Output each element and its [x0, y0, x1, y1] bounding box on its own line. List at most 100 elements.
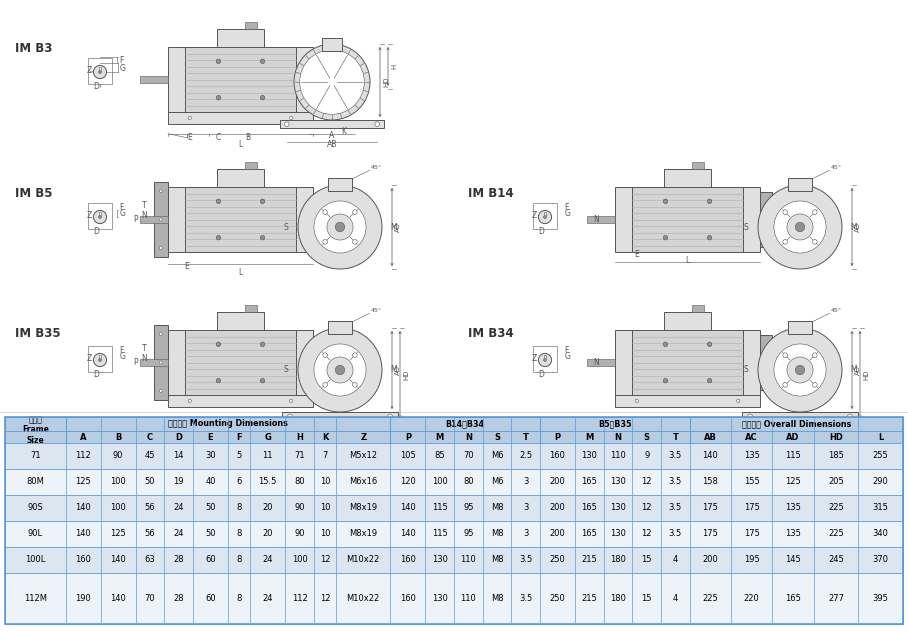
Bar — [690, 417, 903, 443]
Text: 200: 200 — [549, 530, 566, 538]
Text: 2.5: 2.5 — [519, 451, 532, 461]
Circle shape — [99, 216, 102, 219]
Bar — [245, 305, 257, 312]
Text: AD: AD — [786, 432, 800, 442]
Circle shape — [707, 379, 712, 383]
Text: AB: AB — [704, 432, 716, 442]
Text: HD: HD — [863, 369, 869, 380]
Circle shape — [352, 353, 357, 358]
Bar — [217, 312, 263, 330]
Text: 140: 140 — [75, 530, 91, 538]
Bar — [587, 216, 615, 222]
Bar — [743, 187, 760, 252]
Bar — [5, 573, 903, 624]
Circle shape — [663, 342, 667, 346]
Text: D: D — [538, 227, 544, 236]
Text: 370: 370 — [873, 556, 889, 564]
Circle shape — [290, 116, 293, 119]
Text: M8: M8 — [490, 530, 503, 538]
Text: M: M — [850, 365, 856, 375]
Text: 15: 15 — [641, 556, 652, 564]
Text: L: L — [239, 140, 242, 149]
Text: N: N — [142, 211, 147, 220]
Text: IM B35: IM B35 — [15, 327, 61, 340]
Text: 24: 24 — [173, 530, 183, 538]
Text: G: G — [564, 209, 570, 218]
Text: 3.5: 3.5 — [519, 556, 532, 564]
Text: HD: HD — [403, 369, 409, 380]
Text: 45°: 45° — [370, 308, 381, 313]
Bar — [168, 395, 313, 407]
Text: 165: 165 — [785, 594, 801, 603]
Text: L: L — [239, 423, 242, 432]
Text: 80: 80 — [294, 478, 305, 487]
Bar — [65, 417, 390, 443]
Bar — [296, 330, 313, 395]
Text: 110: 110 — [460, 556, 476, 564]
Circle shape — [335, 365, 345, 375]
Circle shape — [261, 59, 265, 64]
Text: 215: 215 — [581, 556, 597, 564]
Text: 100: 100 — [291, 556, 308, 564]
Circle shape — [375, 122, 380, 126]
Text: 50: 50 — [205, 530, 215, 538]
Text: M: M — [850, 222, 856, 231]
Bar — [90, 343, 110, 377]
Bar — [168, 47, 185, 112]
Text: D: D — [538, 370, 544, 379]
Circle shape — [813, 210, 817, 214]
Text: K: K — [340, 128, 346, 137]
Bar — [760, 335, 772, 390]
Bar — [615, 395, 760, 407]
Text: AB: AB — [327, 140, 337, 149]
Text: F: F — [119, 203, 123, 212]
Text: N: N — [465, 432, 472, 442]
Circle shape — [327, 357, 353, 383]
Bar — [544, 355, 547, 358]
Text: 140: 140 — [110, 594, 126, 603]
Bar — [185, 47, 296, 112]
Text: AC: AC — [745, 432, 758, 442]
Bar — [665, 312, 711, 330]
Text: M8: M8 — [490, 504, 503, 513]
Bar — [88, 346, 112, 372]
Text: 80M: 80M — [26, 478, 44, 487]
Text: N: N — [142, 354, 147, 363]
Text: 10: 10 — [320, 504, 331, 513]
Text: 140: 140 — [110, 556, 126, 564]
Text: 19: 19 — [173, 478, 183, 487]
Text: 12: 12 — [320, 594, 331, 603]
Text: 250: 250 — [549, 594, 566, 603]
Bar — [168, 187, 185, 252]
Text: 130: 130 — [431, 556, 448, 564]
Text: 315: 315 — [873, 504, 889, 513]
Circle shape — [188, 116, 192, 119]
Text: A: A — [797, 424, 803, 434]
Text: P: P — [133, 215, 138, 224]
Text: 10: 10 — [320, 530, 331, 538]
Text: M10x22: M10x22 — [347, 594, 380, 603]
Circle shape — [298, 185, 382, 269]
Bar — [140, 76, 168, 83]
Text: Z: Z — [87, 211, 92, 221]
Text: B: B — [245, 133, 251, 142]
Text: D: D — [94, 370, 99, 379]
Text: 215: 215 — [581, 594, 597, 603]
Circle shape — [261, 95, 265, 100]
Circle shape — [335, 222, 345, 232]
Bar — [245, 22, 257, 29]
Text: 395: 395 — [873, 594, 889, 603]
Text: 3.5: 3.5 — [668, 478, 682, 487]
Text: 9: 9 — [644, 451, 649, 461]
Text: S: S — [744, 222, 748, 231]
Text: 4: 4 — [673, 594, 678, 603]
Text: 112M: 112M — [24, 594, 46, 603]
Text: 125: 125 — [785, 478, 801, 487]
Circle shape — [787, 357, 813, 383]
Circle shape — [323, 240, 328, 244]
Text: 160: 160 — [400, 594, 416, 603]
Text: 190: 190 — [75, 594, 91, 603]
Text: 180: 180 — [610, 556, 626, 564]
Text: F: F — [564, 203, 568, 212]
Circle shape — [747, 414, 753, 419]
